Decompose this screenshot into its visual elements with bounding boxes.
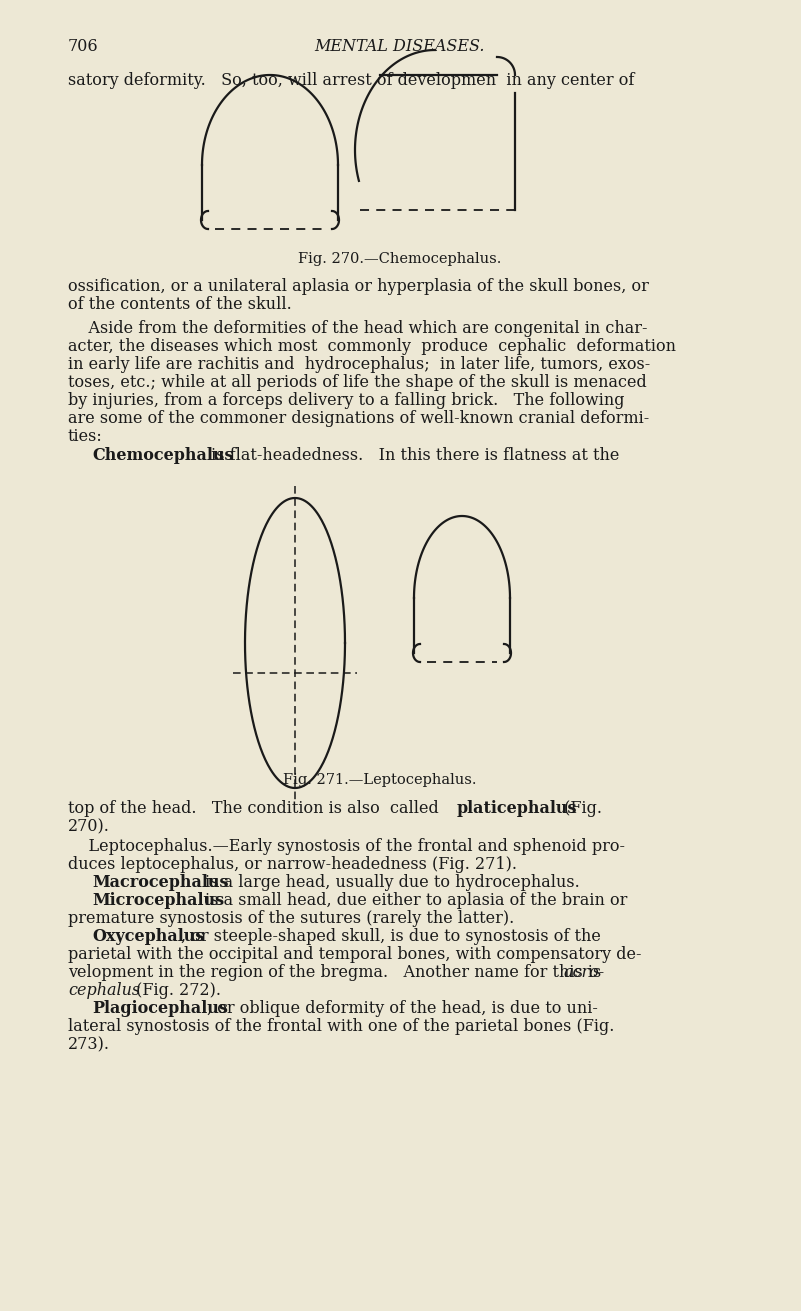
Text: velopment in the region of the bregma.   Another name for this is: velopment in the region of the bregma. A…	[68, 964, 606, 981]
Text: MENTAL DISEASES.: MENTAL DISEASES.	[315, 38, 485, 55]
Text: Fig. 270.—Chemocephalus.: Fig. 270.—Chemocephalus.	[298, 252, 501, 266]
Text: acter, the diseases which most  commonly  produce  cephalic  deformation: acter, the diseases which most commonly …	[68, 338, 676, 355]
Text: Leptocephalus.—Early synostosis of the frontal and sphenoid pro-: Leptocephalus.—Early synostosis of the f…	[68, 838, 625, 855]
Text: (Fig.: (Fig.	[559, 800, 602, 817]
Text: is flat-headedness.   In this there is flatness at the: is flat-headedness. In this there is fla…	[206, 447, 619, 464]
Text: by injuries, from a forceps delivery to a falling brick.   The following: by injuries, from a forceps delivery to …	[68, 392, 625, 409]
Text: acro-: acro-	[563, 964, 604, 981]
Text: top of the head.   The condition is also  called: top of the head. The condition is also c…	[68, 800, 449, 817]
Text: Fig. 271.—Leptocephalus.: Fig. 271.—Leptocephalus.	[284, 773, 477, 787]
Text: is a large head, usually due to hydrocephalus.: is a large head, usually due to hydrocep…	[200, 874, 580, 891]
Text: , or oblique deformity of the head, is due to uni-: , or oblique deformity of the head, is d…	[207, 1000, 598, 1017]
Text: Oxycephalus: Oxycephalus	[92, 928, 204, 945]
Text: 273).: 273).	[68, 1036, 110, 1053]
Text: Macrocephalus: Macrocephalus	[92, 874, 228, 891]
Text: premature synostosis of the sutures (rarely the latter).: premature synostosis of the sutures (rar…	[68, 910, 514, 927]
Text: platicephalus: platicephalus	[457, 800, 578, 817]
Text: ossification, or a unilateral aplasia or hyperplasia of the skull bones, or: ossification, or a unilateral aplasia or…	[68, 278, 649, 295]
Text: is a small head, due either to aplasia of the brain or: is a small head, due either to aplasia o…	[200, 891, 627, 909]
Text: Microcephalus: Microcephalus	[92, 891, 224, 909]
Text: parietal with the occipital and temporal bones, with compensatory de-: parietal with the occipital and temporal…	[68, 947, 642, 964]
Text: Plagiocephalus: Plagiocephalus	[92, 1000, 227, 1017]
Text: 706: 706	[68, 38, 99, 55]
Text: satory deformity.   So, too, will arrest of developmen  in any center of: satory deformity. So, too, will arrest o…	[68, 72, 634, 89]
Text: duces leptocephalus, or narrow-headedness (Fig. 271).: duces leptocephalus, or narrow-headednes…	[68, 856, 517, 873]
Text: (Fig. 272).: (Fig. 272).	[131, 982, 221, 999]
Text: 270).: 270).	[68, 818, 110, 835]
Text: lateral synostosis of the frontal with one of the parietal bones (Fig.: lateral synostosis of the frontal with o…	[68, 1019, 614, 1034]
Text: in early life are rachitis and  hydrocephalus;  in later life, tumors, exos-: in early life are rachitis and hydroceph…	[68, 357, 650, 374]
Text: ties:: ties:	[68, 427, 103, 444]
Text: of the contents of the skull.: of the contents of the skull.	[68, 296, 292, 313]
Text: are some of the commoner designations of well-known cranial deformi-: are some of the commoner designations of…	[68, 410, 650, 427]
Text: toses, etc.; while at all periods of life the shape of the skull is menaced: toses, etc.; while at all periods of lif…	[68, 374, 646, 391]
Text: cephalus: cephalus	[68, 982, 140, 999]
Text: Chemocephalus: Chemocephalus	[92, 447, 234, 464]
Text: Aside from the deformities of the head which are congenital in char-: Aside from the deformities of the head w…	[68, 320, 647, 337]
Text: , or steeple-shaped skull, is due to synostosis of the: , or steeple-shaped skull, is due to syn…	[181, 928, 601, 945]
